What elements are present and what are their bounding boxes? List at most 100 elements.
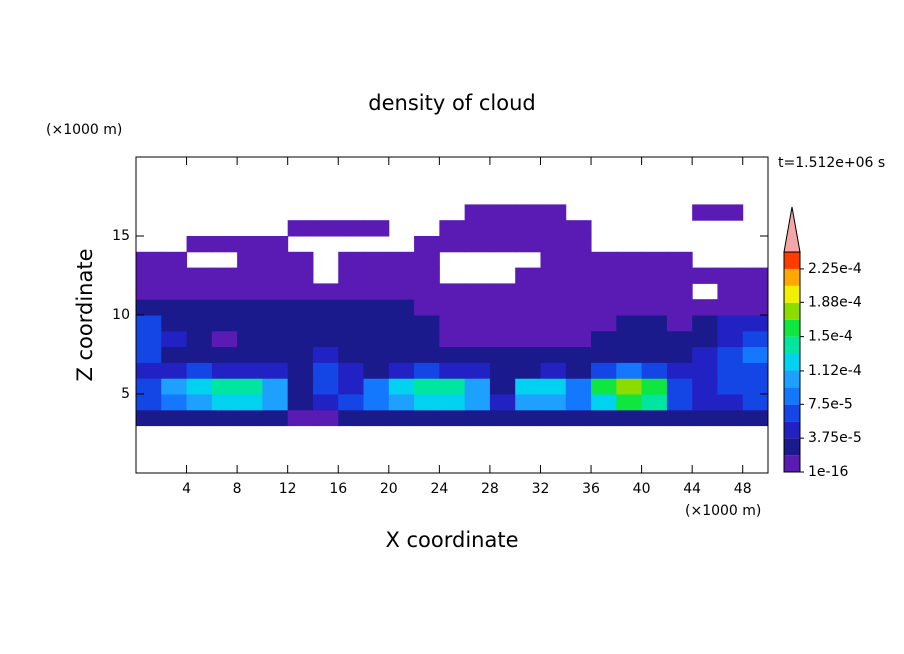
contour-cell [237,251,263,269]
contour-cell [641,315,668,332]
colorbar-frame [783,251,801,473]
contour-cell [161,299,188,316]
contour-cell [742,267,769,284]
contour-cell [312,283,339,300]
contour-cell [515,409,541,427]
colorbar-band [784,285,800,303]
x-tick-label: 44 [683,481,701,497]
contour-cell [136,315,162,332]
contour-cell [540,267,567,284]
contour-cell [338,251,365,269]
contour-cell [186,330,213,348]
contour-cell [464,330,491,348]
contour-cell [237,378,263,395]
contour-cell [742,362,769,379]
contour-cell [211,409,238,427]
contour-cell [186,409,213,427]
contour-cell [464,204,491,221]
contour-cell [616,315,643,332]
contour-cell [489,378,516,395]
contour-cell [363,362,390,379]
colorbar-band [784,319,800,337]
contour-cell [515,267,541,284]
colorbar-tick-label: 1.12e-4 [808,363,862,379]
contour-cell [540,346,567,363]
contour-cell [692,267,718,284]
contour-cell [363,299,390,316]
contour-cell [489,346,516,363]
contour-cell [186,267,213,284]
x-tick-label: 4 [182,481,191,497]
contour-cell [540,204,567,221]
contour-cell [540,251,567,269]
contour-cell [414,299,440,316]
contour-cell [186,315,213,332]
contour-cell [136,267,162,284]
contour-cell [641,362,668,379]
contour-cell [515,204,541,221]
contour-cell [312,409,339,427]
contour-cell [312,378,339,395]
colorbar-band [784,421,800,439]
contour-cell [515,299,541,316]
contour-cell [666,394,693,411]
contour-cell [489,394,516,411]
contour-cell [641,394,668,411]
contour-cell [464,362,491,379]
contour-cell [287,220,314,237]
contour-cell [363,220,390,237]
contour-cell [186,346,213,363]
contour-cell [211,299,238,316]
contour-cell [565,236,592,253]
contour-cell [591,267,617,284]
contour-cell [565,409,592,427]
contour-cell [565,346,592,363]
contour-cell [262,236,289,253]
contour-cell [136,330,162,348]
contour-cell [616,346,643,363]
contour-cell [616,251,643,269]
contour-cell [414,362,440,379]
annotation: t=1.512e+06 s [778,155,885,171]
contour-cell [666,299,693,316]
contour-cell [161,251,188,269]
contour-cell [489,236,516,253]
contour-cell [489,283,516,300]
contour-cell [616,378,643,395]
contour-cell [338,267,365,284]
contour-cell [540,220,567,237]
contour-cell [388,299,415,316]
contour-cell [489,330,516,348]
contour-cell [262,409,289,427]
contour-cell [136,283,162,300]
contour-cell [136,299,162,316]
contour-cell [363,394,390,411]
contour-cell [262,299,289,316]
contour-cell [666,362,693,379]
contour-cell [161,315,188,332]
contour-cell [338,394,365,411]
contour-cell [388,315,415,332]
contour-cell [211,362,238,379]
contour-cell [312,346,339,363]
contour-cell [136,378,162,395]
x-tick-label: 36 [582,481,600,497]
contour-cell [312,362,339,379]
contour-cell [464,283,491,300]
colorbar-tick-label: 2.25e-4 [808,261,862,277]
colorbar-band [784,353,800,371]
contour-cell [717,394,744,411]
contour-cell [717,362,744,379]
x-tick-label: 20 [380,481,398,497]
contour-cell [161,346,188,363]
contour-cell [312,394,339,411]
y-tick-label: 5 [121,386,130,402]
contour-cell [312,220,339,237]
y-tick-label: 10 [112,307,130,323]
contour-cell [641,409,668,427]
contour-cell [211,346,238,363]
contour-cell [742,409,769,427]
contour-cell [565,220,592,237]
y-unit-label: (×1000 m) [46,122,122,138]
contour-cell [489,299,516,316]
